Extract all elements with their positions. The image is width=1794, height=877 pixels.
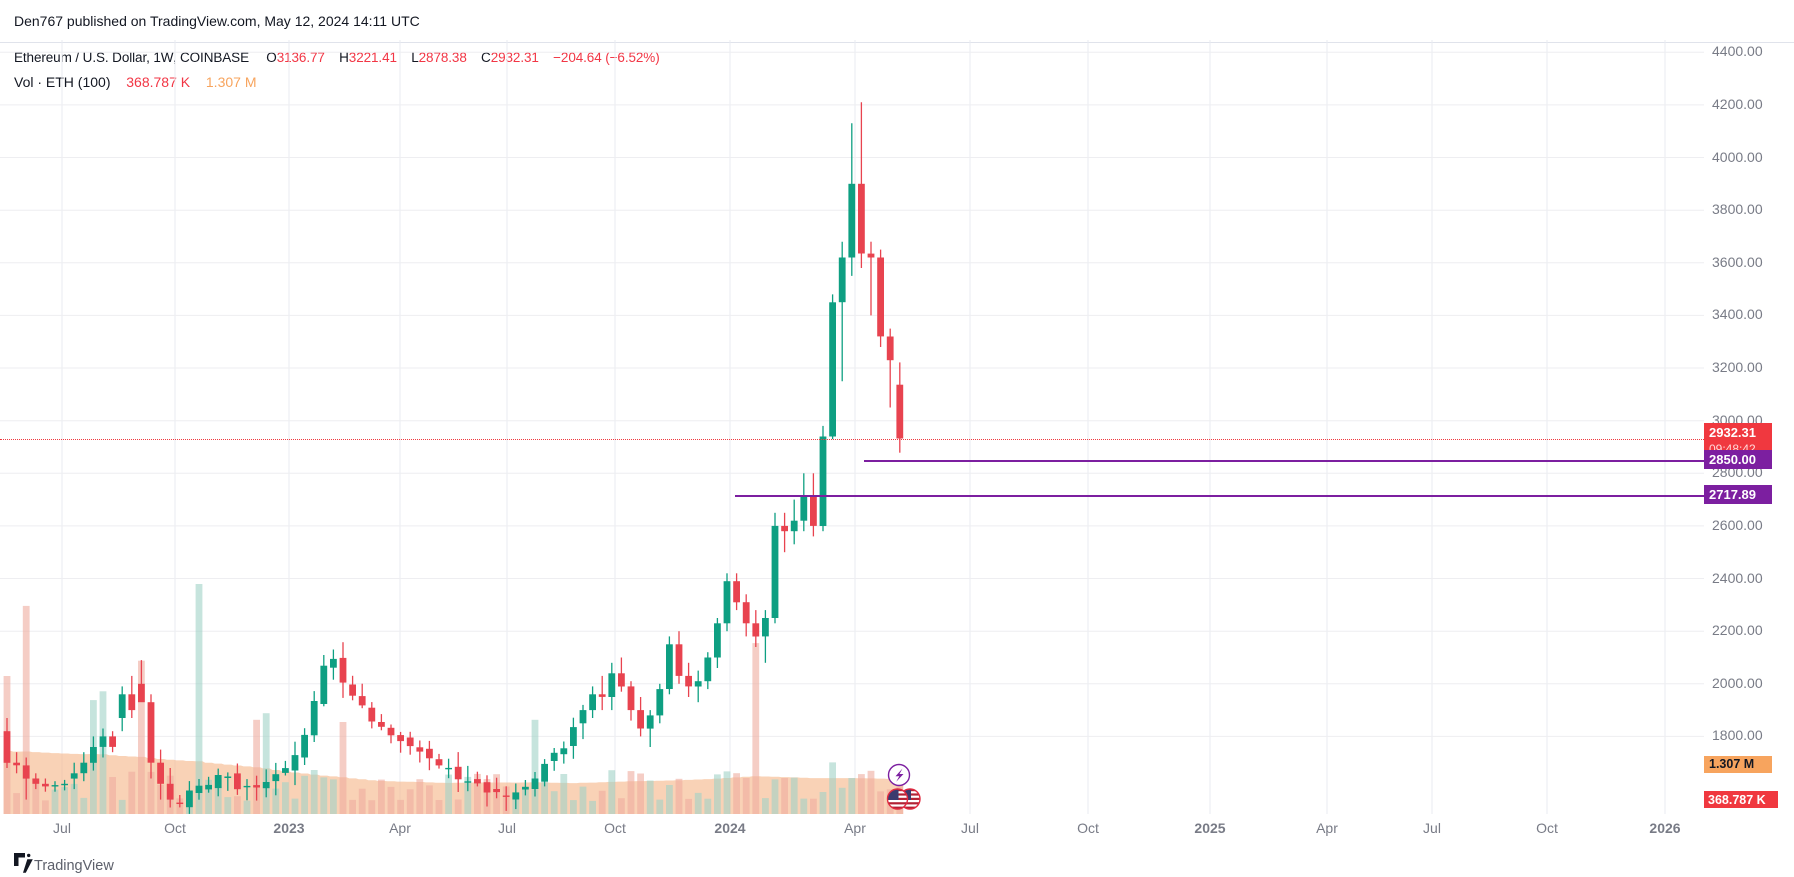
svg-text:TradingView: TradingView [34, 858, 114, 874]
